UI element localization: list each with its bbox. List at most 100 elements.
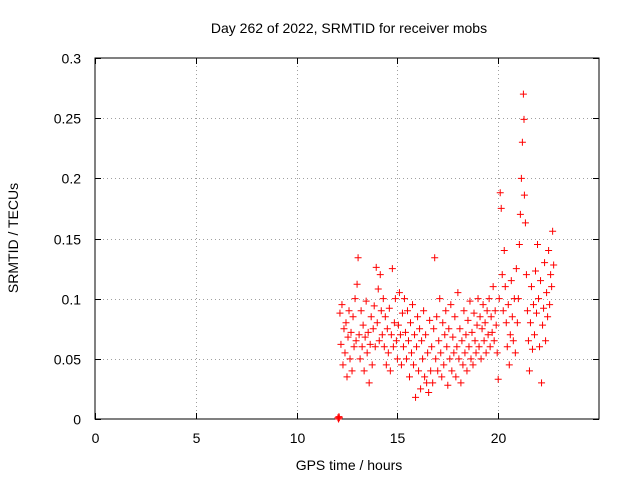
data-point: [547, 271, 555, 279]
data-point: [512, 265, 520, 273]
data-point: [440, 361, 448, 369]
data-point: [377, 307, 385, 315]
data-point: [468, 328, 476, 336]
data-point: [398, 309, 406, 317]
data-point: [417, 385, 425, 393]
data-point: [508, 313, 516, 321]
data-point: [407, 319, 415, 327]
data-point: [539, 321, 547, 329]
data-point: [485, 295, 493, 303]
data-point: [531, 267, 539, 275]
data-point: [460, 307, 468, 315]
data-point: [427, 367, 435, 375]
data-point: [425, 389, 433, 397]
data-point: [404, 337, 412, 345]
data-point: [339, 361, 347, 369]
y-tick-label: 0.3: [62, 51, 82, 67]
data-point: [411, 331, 419, 339]
data-point: [511, 349, 519, 357]
y-tick-label: 0.15: [54, 232, 81, 248]
data-point: [462, 331, 470, 339]
data-point: [350, 343, 358, 351]
data-point: [421, 373, 429, 381]
grid-lines: [95, 58, 599, 419]
x-tick-label: 20: [491, 430, 507, 446]
data-point: [437, 349, 445, 357]
data-point: [369, 325, 377, 333]
data-point: [546, 301, 554, 309]
data-point: [405, 373, 413, 381]
data-point: [402, 355, 410, 363]
data-point: [399, 343, 407, 351]
data-point: [452, 373, 460, 381]
data-point: [358, 343, 366, 351]
data-point: [410, 361, 418, 369]
data-point: [419, 355, 427, 363]
data-point: [342, 319, 350, 327]
data-point: [477, 355, 485, 363]
data-point: [451, 313, 459, 321]
data-point: [498, 271, 506, 279]
data-point: [463, 367, 471, 375]
data-point: [519, 90, 527, 98]
data-point: [386, 367, 394, 375]
data-point: [396, 331, 404, 339]
data-point: [347, 328, 355, 336]
data-point: [387, 331, 395, 339]
chart-title: Day 262 of 2022, SRMTID for receiver mob…: [211, 20, 487, 36]
data-point: [520, 191, 528, 199]
data-point: [441, 331, 449, 339]
data-point: [366, 340, 374, 348]
data-point: [413, 343, 421, 351]
data-point: [442, 307, 450, 315]
x-tick-label: 0: [92, 430, 100, 446]
data-point: [392, 337, 400, 345]
data-point: [480, 337, 488, 345]
data-point: [507, 277, 515, 285]
data-point: [454, 289, 462, 297]
data-point: [486, 343, 494, 351]
data-point: [467, 355, 475, 363]
x-tick-label: 10: [290, 430, 306, 446]
data-points: [334, 90, 558, 423]
data-point: [400, 295, 408, 303]
data-point: [449, 333, 457, 341]
data-point: [550, 261, 558, 269]
data-point: [523, 307, 531, 315]
data-point: [337, 340, 345, 348]
data-point: [381, 313, 389, 321]
data-point: [429, 379, 437, 387]
data-point: [475, 343, 483, 351]
data-point: [526, 319, 534, 327]
data-point: [352, 337, 360, 345]
data-point: [428, 343, 436, 351]
data-point: [409, 301, 417, 309]
data-point: [509, 337, 517, 345]
data-point: [373, 319, 381, 327]
data-point: [346, 355, 354, 363]
data-point: [487, 313, 495, 321]
data-point: [439, 319, 447, 327]
data-point: [538, 379, 546, 387]
data-point: [393, 355, 401, 363]
data-point: [483, 307, 491, 315]
data-point: [506, 331, 514, 339]
data-point: [494, 375, 502, 383]
data-point: [375, 337, 383, 345]
data-point: [461, 349, 469, 357]
data-point: [499, 307, 507, 315]
data-point: [542, 337, 550, 345]
data-point: [394, 321, 402, 329]
data-point: [495, 295, 503, 303]
x-tick-label: 5: [193, 430, 201, 446]
data-point: [345, 307, 353, 315]
data-point: [530, 331, 538, 339]
data-point: [391, 295, 399, 303]
data-point: [465, 343, 473, 351]
data-point: [435, 337, 443, 345]
data-point: [354, 254, 362, 262]
data-point: [356, 355, 364, 363]
data-point: [536, 343, 544, 351]
axis-ticks: [95, 58, 599, 420]
data-point: [408, 349, 416, 357]
